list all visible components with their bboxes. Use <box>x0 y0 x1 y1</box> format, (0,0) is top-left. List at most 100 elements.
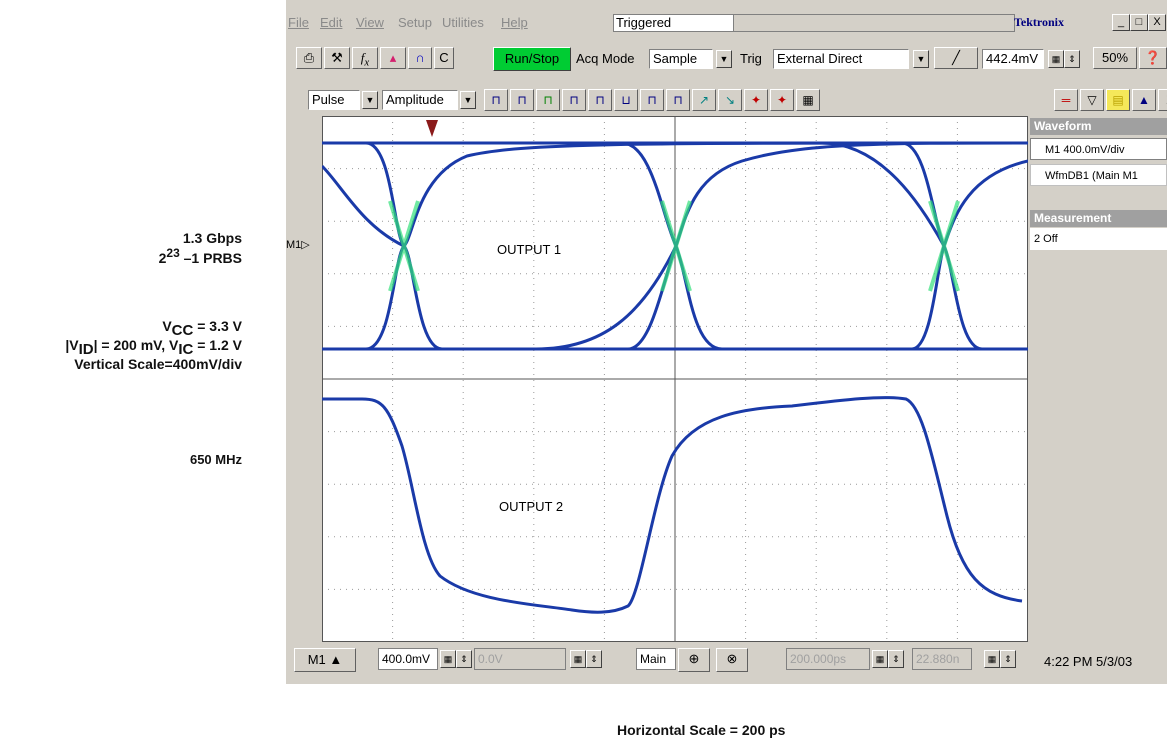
help-pointer-icon[interactable]: ❓ <box>1139 47 1167 69</box>
chevron-down-icon[interactable]: ▼ <box>913 50 929 68</box>
tools-icon[interactable]: ⚒ <box>324 47 350 69</box>
vic-value: = 1.2 V <box>193 337 242 353</box>
spinner-icon[interactable]: ⇕ <box>1064 50 1080 68</box>
keypad-icon[interactable]: ▦ <box>1048 50 1064 68</box>
measure-mode-icon[interactable]: ═ <box>1054 89 1078 111</box>
fall-time-icon[interactable]: ↘ <box>718 89 742 111</box>
pulse-icon[interactable]: ⊓ <box>536 89 560 111</box>
pulse-icon[interactable]: ⊓ <box>484 89 508 111</box>
spinner-icon[interactable]: ⇕ <box>586 650 602 668</box>
waveform-display: OUTPUT 1 OUTPUT 2 <box>320 116 1029 642</box>
vcc-label: VCC = 3.3 V <box>162 318 242 339</box>
function-icon[interactable]: fx <box>352 47 378 69</box>
pulse-icon[interactable]: ⊓ <box>562 89 586 111</box>
chevron-down-icon[interactable]: ▼ <box>716 50 732 68</box>
measure-type-select[interactable]: Pulse <box>308 90 360 110</box>
prbs-label: 223 –1 PRBS <box>159 245 242 266</box>
vic-sub: IC <box>178 341 194 358</box>
horizontal-position-field[interactable]: 22.880n <box>912 648 972 670</box>
fifty-percent-button[interactable]: 50% <box>1093 47 1137 69</box>
graticule-border <box>322 116 1028 642</box>
trigger-level-field[interactable]: 442.4mV <box>982 49 1044 69</box>
waveform-item-m1[interactable]: M1 400.0mV/div <box>1030 138 1167 160</box>
pulse-icon[interactable]: ⊓ <box>588 89 612 111</box>
tektronix-logo: Tektronix <box>1014 15 1065 29</box>
prbs-exponent: 23 <box>166 246 180 260</box>
channel-marker: M1▷ <box>286 239 310 251</box>
eye-trace <box>621 141 723 351</box>
pulse-icon[interactable]: ⊓ <box>510 89 534 111</box>
menu-view[interactable]: View <box>356 15 384 30</box>
status-area <box>733 14 1015 32</box>
print-icon[interactable]: ⎙ <box>296 47 322 69</box>
timebase-field[interactable]: 200.000ps <box>786 648 870 670</box>
keypad-icon[interactable]: ▦ <box>440 650 456 668</box>
channel-select-button[interactable]: M1 ▲ <box>294 648 356 672</box>
measurement-item[interactable]: 2 Off <box>1030 228 1167 250</box>
run-stop-button[interactable]: Run/Stop <box>493 47 571 71</box>
waveform-item-wfmdb[interactable]: WfmDB1 (Main M1 <box>1030 164 1167 186</box>
timebase-mode-field[interactable]: Main <box>636 648 676 670</box>
vcc-prefix: V <box>162 318 172 334</box>
chevron-down-icon[interactable]: ▼ <box>362 91 378 109</box>
menu-file[interactable]: File <box>288 15 309 30</box>
c-button[interactable]: C <box>434 47 454 69</box>
measure-mode-icon[interactable]: ▽ <box>1080 89 1104 111</box>
close-button[interactable]: X <box>1148 14 1166 31</box>
zoom-in-icon[interactable]: ⊕ <box>678 648 710 672</box>
keypad-icon[interactable]: ▦ <box>570 650 586 668</box>
waveform-display-icon[interactable]: ▴ <box>380 47 406 69</box>
measurement-header: Measurement <box>1030 210 1167 227</box>
vcc-value: = 3.3 V <box>193 318 242 334</box>
eye-crossing <box>388 200 420 292</box>
eye-trace <box>627 141 1029 351</box>
eye-trace <box>320 164 405 248</box>
spinner-icon[interactable]: ⇕ <box>1000 650 1016 668</box>
offset-field[interactable]: 0.0V <box>474 648 566 670</box>
vertical-scale-field[interactable]: 400.0mV <box>378 648 438 670</box>
measure-mode-icon[interactable]: Σ <box>1158 89 1167 111</box>
vid-sub: ID <box>78 341 94 358</box>
prbs-base: 2 <box>158 250 167 266</box>
spinner-icon[interactable]: ⇕ <box>888 650 904 668</box>
keypad-icon[interactable]: ▦ <box>872 650 888 668</box>
vid-vic-label: |VID| = 200 mV, VIC = 1.2 V <box>65 337 242 358</box>
menu-setup[interactable]: Setup <box>398 15 432 30</box>
frequency-label: 650 MHz <box>189 452 242 467</box>
zoom-2-icon[interactable]: ⊗ <box>716 648 748 672</box>
minimize-button[interactable]: _ <box>1112 14 1130 31</box>
menu-utilities[interactable]: Utilities <box>442 15 484 30</box>
keypad-icon[interactable]: ▦ <box>984 650 1000 668</box>
output2-label: OUTPUT 2 <box>499 499 564 514</box>
maximize-button[interactable]: □ <box>1130 14 1148 31</box>
waveform-canvas <box>320 116 1029 642</box>
cursor-icon[interactable]: ∩ <box>408 47 432 69</box>
vid-prefix: |V <box>65 337 79 353</box>
trig-source-select[interactable]: External Direct <box>773 49 909 69</box>
vcc-sub: CC <box>171 322 194 339</box>
measure-mode-icon[interactable]: ▤ <box>1106 89 1130 111</box>
trig-label: Trig <box>740 51 762 66</box>
trigger-slope-icon[interactable]: ╱ <box>934 47 978 69</box>
eye-crossing <box>660 200 692 292</box>
measure-param-select[interactable]: Amplitude <box>382 90 458 110</box>
pulse-icon[interactable]: ⊓ <box>666 89 690 111</box>
vid-mid: | = 200 mV, V <box>93 337 179 353</box>
acq-mode-select[interactable]: Sample <box>649 49 713 69</box>
eye-trace <box>821 141 946 247</box>
menu-edit[interactable]: Edit <box>320 15 343 30</box>
acq-mode-label: Acq Mode <box>576 51 635 66</box>
pulse-icon[interactable]: ⊓ <box>640 89 664 111</box>
rise-time-icon[interactable]: ↗ <box>692 89 716 111</box>
menu-help[interactable]: Help <box>501 15 528 30</box>
eye-trace <box>535 245 678 351</box>
jitter-icon[interactable]: ✦ <box>744 89 768 111</box>
bitrate-label: 1.3 Gbps <box>182 230 242 246</box>
measure-mode-icon[interactable]: ▲ <box>1132 89 1156 111</box>
chevron-down-icon[interactable]: ▼ <box>460 91 476 109</box>
jitter-icon[interactable]: ✦ <box>770 89 794 111</box>
pulse-icon[interactable]: ⊔ <box>614 89 638 111</box>
histogram-icon[interactable]: ▦ <box>796 89 820 111</box>
oscilloscope-window: File Edit View Setup Utilities Help Trig… <box>286 0 1167 684</box>
spinner-icon[interactable]: ⇕ <box>456 650 472 668</box>
